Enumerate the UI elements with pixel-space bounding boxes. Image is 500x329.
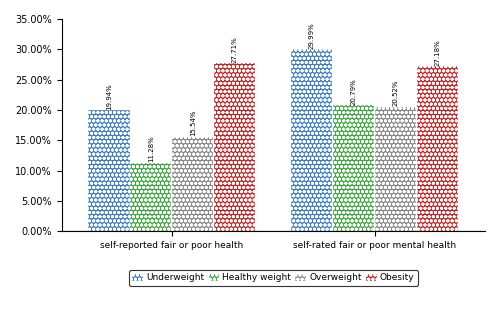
Text: 27.71%: 27.71% [232,36,237,63]
Bar [375,107,416,231]
Bar [130,163,172,231]
Text: 27.18%: 27.18% [434,39,440,66]
Text: 29.99%: 29.99% [309,22,315,49]
Bar [292,49,333,231]
Text: 20.52%: 20.52% [392,80,398,106]
Text: 15.54%: 15.54% [190,110,196,136]
Bar [88,110,130,231]
Text: 11.28%: 11.28% [148,136,154,162]
Text: 20.79%: 20.79% [351,78,357,105]
Text: 19.94%: 19.94% [106,83,112,110]
Bar [417,66,458,231]
Bar [172,137,214,231]
Legend: Underweight, Healthy weight, Overweight, Obesity: Underweight, Healthy weight, Overweight,… [129,270,418,286]
Bar [214,63,255,231]
Bar [334,105,374,231]
